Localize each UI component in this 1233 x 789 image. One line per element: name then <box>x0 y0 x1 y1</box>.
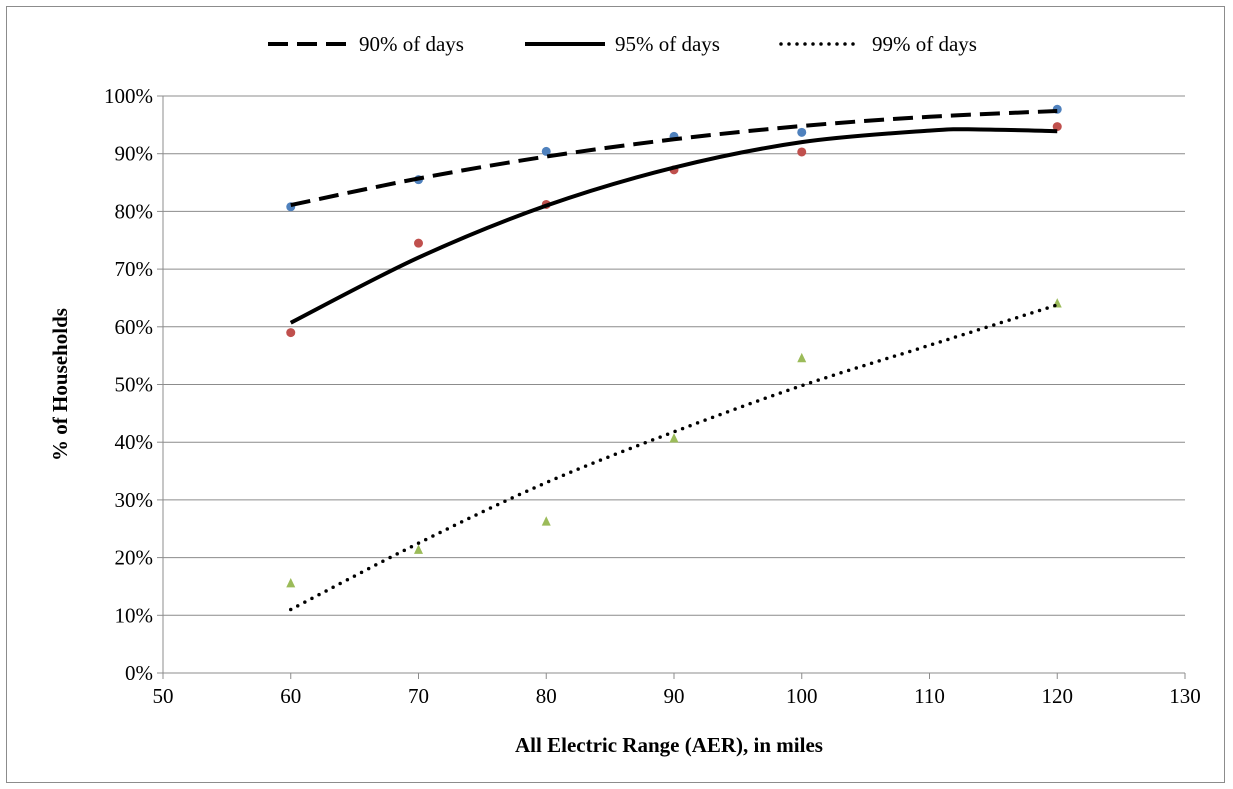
legend-label-2: 95% of days <box>615 32 720 56</box>
x-tick-label: 60 <box>280 684 301 708</box>
chart-frame <box>6 6 1225 783</box>
x-tick-label: 100 <box>786 684 818 708</box>
y-tick-label: 100% <box>104 84 153 108</box>
trendline-series-3 <box>289 303 1059 612</box>
y-tick-label: 50% <box>115 373 154 397</box>
data-point-series-1 <box>797 127 807 137</box>
data-point-series-2 <box>286 328 296 338</box>
y-tick-label: 60% <box>115 315 154 339</box>
data-point-series-3 <box>669 433 679 443</box>
data-point-series-2 <box>797 147 807 157</box>
data-point-series-3 <box>797 352 807 363</box>
y-tick-label: 70% <box>115 257 154 281</box>
x-tick-label: 110 <box>914 684 945 708</box>
x-axis-title: All Electric Range (AER), in miles <box>515 733 823 757</box>
data-point-series-2 <box>1052 122 1062 132</box>
y-tick-label: 10% <box>115 603 154 627</box>
y-axis-title: % of Households <box>48 308 72 461</box>
x-tick-label: 120 <box>1042 684 1074 708</box>
data-point-series-1 <box>541 146 551 156</box>
legend-label-1: 90% of days <box>359 32 464 56</box>
x-tick-label: 50 <box>153 684 174 708</box>
trendline-series-1 <box>290 109 1058 208</box>
data-point-series-2 <box>414 238 423 248</box>
y-tick-label: 20% <box>115 546 154 570</box>
y-tick-label: 90% <box>115 142 154 166</box>
data-point-series-3 <box>286 577 296 588</box>
x-tick-label: 90 <box>664 684 685 708</box>
x-tick-label: 130 <box>1169 684 1201 708</box>
data-point-series-3 <box>414 544 423 554</box>
trendline-series-2 <box>289 127 1058 325</box>
legend-label-3: 99% of days <box>872 32 977 56</box>
x-tick-label: 70 <box>408 684 429 708</box>
y-tick-label: 80% <box>115 199 154 223</box>
y-tick-label: 0% <box>125 661 153 685</box>
y-tick-label: 40% <box>115 430 154 454</box>
y-tick-label: 30% <box>115 488 154 512</box>
x-tick-label: 80 <box>536 684 557 708</box>
data-point-series-3 <box>541 516 551 526</box>
